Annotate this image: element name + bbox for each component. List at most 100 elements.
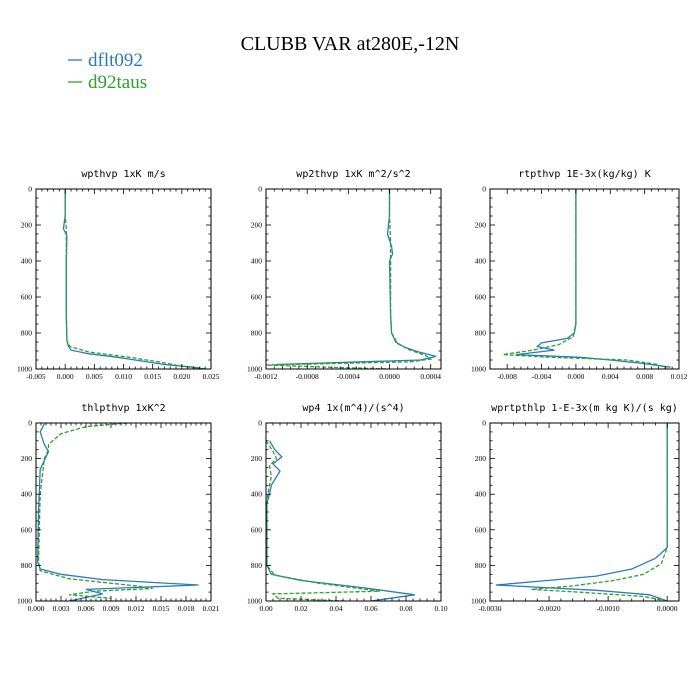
series-line-d92taus [531, 423, 668, 601]
y-tick-label: 800 [475, 329, 487, 338]
y-tick-label: 800 [21, 329, 33, 338]
x-tick-label: -0.005 [26, 372, 46, 381]
y-tick-label: 400 [475, 490, 487, 499]
series-line-d92taus [37, 423, 153, 599]
panel-title: wpthvp 1xK m/s [81, 169, 165, 180]
y-tick-label: 0 [258, 419, 262, 428]
panel-title: wp4 1x(m^4)/(s^4) [302, 403, 404, 414]
y-tick-label: 0 [28, 185, 32, 194]
y-tick-label: 400 [251, 490, 263, 499]
chart-title: CLUBB VAR at280E,-12N [241, 33, 460, 55]
y-tick-label: 400 [21, 257, 33, 266]
y-tick-label: 600 [475, 293, 487, 302]
legend: dflt092 d92taus [68, 50, 147, 93]
x-tick-label: 0.010 [115, 372, 132, 381]
x-tick-label: 0.015 [153, 604, 170, 613]
x-tick-label: 0.10 [434, 604, 447, 613]
series-line-d92taus [502, 189, 667, 369]
plot-frame [35, 188, 212, 370]
y-tick-label: 800 [21, 561, 33, 570]
panel-3: rtpthvp 1E-3x(kg/kg) K -0.008 -0.004 0.000 0… [471, 169, 688, 381]
y-tick-label: 600 [475, 525, 487, 534]
y-tick-label: 400 [21, 490, 33, 499]
series-line-dflt092 [37, 423, 199, 601]
series-line-dflt092 [266, 440, 415, 601]
panel-1: wpthvp 1xK m/s -0.005 0.000 0.005 0.010 0.015… [17, 169, 220, 381]
panel-title: wp2thvp 1xK m^2/s^2 [296, 169, 410, 180]
y-tick-label: 0 [482, 419, 486, 428]
plot-frame [265, 188, 442, 370]
panel-2: wp2thvp 1xK m^2/s^2 -0.0012 -0.0008 -0.0004… [247, 169, 442, 381]
x-tick-label: 0.018 [178, 604, 195, 613]
y-tick-label: 1000 [17, 597, 32, 606]
y-tick-label: 1000 [247, 597, 262, 606]
x-tick-label: 0.0004 [420, 372, 441, 381]
x-tick-label: -0.0004 [337, 372, 360, 381]
panel-6: wprtpthlp 1-E-3x(m kg K)/(s kg) -0.0030 -0… [471, 403, 680, 613]
x-tick-label: 0.012 [671, 372, 688, 381]
x-tick-label: 0.000 [567, 372, 584, 381]
plot-frame [489, 188, 680, 370]
y-tick-label: 800 [251, 329, 263, 338]
y-tick-label: 200 [21, 221, 33, 230]
x-tick-label: 0.020 [173, 372, 190, 381]
x-tick-label: 0.06 [364, 604, 377, 613]
x-tick-label: -0.008 [497, 372, 517, 381]
plot-frame [265, 422, 442, 602]
legend-label-d92taus: d92taus [88, 72, 147, 93]
y-tick-label: 600 [21, 293, 33, 302]
panels: wpthvp 1xK m/s-0.005 0.000 0.005 0.010 0.015… [17, 169, 688, 613]
x-tick-label: 0.04 [329, 604, 342, 613]
x-tick-label: 0.005 [86, 372, 103, 381]
x-tick-label: -0.0010 [597, 604, 620, 613]
x-tick-label: 0.008 [636, 372, 653, 381]
x-tick-label: 0.003 [53, 604, 70, 613]
y-tick-label: 0 [28, 419, 32, 428]
x-tick-label: 0.025 [203, 372, 220, 381]
x-tick-label: -0.0030 [478, 604, 501, 613]
x-tick-label: 0.00 [259, 604, 272, 613]
y-tick-label: 600 [21, 525, 33, 534]
x-tick-label: 0.015 [144, 372, 161, 381]
panel-title: wprtpthlp 1-E-3x(m kg K)/(s kg) [491, 403, 678, 414]
x-tick-label: -0.0008 [296, 372, 319, 381]
y-tick-label: 200 [251, 454, 263, 463]
y-tick-label: 200 [251, 221, 263, 230]
x-tick-label: 0.0000 [379, 372, 400, 381]
series-line-dflt092 [515, 189, 671, 368]
series-line-dflt092 [495, 423, 668, 601]
x-tick-label: 0.012 [128, 604, 145, 613]
x-tick-label: 0.004 [602, 372, 619, 381]
x-tick-label: -0.0012 [254, 372, 277, 381]
x-tick-label: 0.000 [28, 604, 45, 613]
panel-title: rtpthvp 1E-3x(kg/kg) K [518, 169, 650, 180]
y-tick-label: 1000 [17, 365, 32, 374]
y-tick-label: 800 [475, 561, 487, 570]
y-tick-label: 0 [258, 185, 262, 194]
y-tick-label: 600 [251, 293, 263, 302]
y-tick-label: 200 [21, 454, 33, 463]
series-line-d92taus [64, 189, 206, 369]
x-tick-label: 0.009 [103, 604, 120, 613]
series-line-dflt092 [62, 189, 206, 369]
x-tick-label: 0.006 [78, 604, 95, 613]
legend-label-dflt092: dflt092 [88, 50, 143, 71]
series-line-dflt092 [276, 189, 437, 366]
y-tick-label: 1000 [471, 597, 486, 606]
y-tick-label: 200 [475, 454, 487, 463]
y-tick-label: 400 [475, 257, 487, 266]
x-tick-label: -0.0020 [538, 604, 561, 613]
x-tick-label: 0.02 [294, 604, 307, 613]
series-line-d92taus [266, 440, 380, 601]
x-tick-label: 0.08 [399, 604, 412, 613]
x-tick-label: 0.0000 [657, 604, 678, 613]
x-tick-label: -0.004 [532, 372, 552, 381]
y-tick-label: 0 [482, 185, 486, 194]
x-tick-label: 0.021 [203, 604, 220, 613]
y-tick-label: 600 [251, 525, 263, 534]
panel-5: wp4 1x(m^4)/(s^4) 0.00 0.02 0.04 0.06 0.08 0.1… [247, 403, 448, 613]
x-tick-label: 0.000 [57, 372, 74, 381]
series-line-d92taus [266, 189, 433, 369]
panel-4: thlpthvp 1xK^2 0.000 0.003 0.006 0.009 0.012 0… [17, 403, 220, 613]
